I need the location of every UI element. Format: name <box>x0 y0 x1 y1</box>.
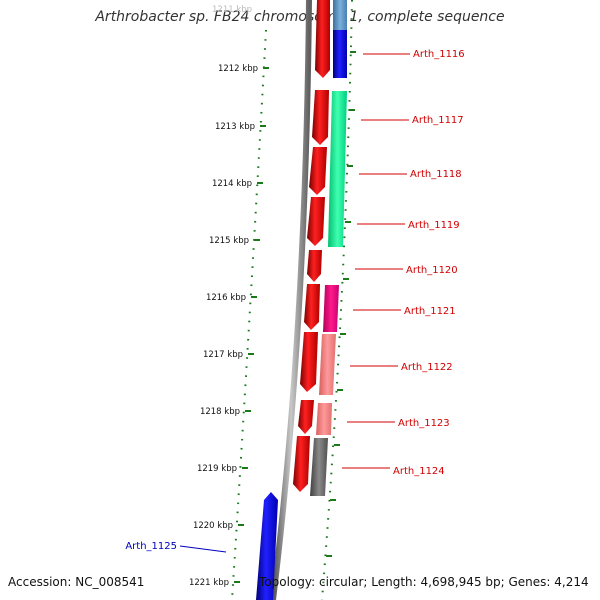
cds-arrow[interactable] <box>312 90 329 145</box>
scale-label: 1213 kbp <box>215 122 255 132</box>
map-title: Arthrobacter sp. FB24 chromosome 1, comp… <box>95 9 505 25</box>
feature-bar[interactable] <box>333 0 347 30</box>
gene-label[interactable]: Arth_1125 <box>125 541 177 552</box>
gene-label[interactable]: Arth_1116 <box>413 49 465 60</box>
feature-bar[interactable] <box>333 30 347 78</box>
scale-label: 1221 kbp <box>189 578 229 588</box>
feature-bar[interactable] <box>319 334 336 395</box>
gene-label[interactable]: Arth_1119 <box>408 220 460 231</box>
gene-label[interactable]: Arth_1118 <box>410 169 462 180</box>
scale-ticks <box>234 67 269 583</box>
cds-arrow-reverse[interactable] <box>256 492 278 600</box>
cds-arrow[interactable] <box>300 332 318 392</box>
scale-track-left <box>231 29 267 600</box>
feature-bar[interactable] <box>323 285 339 332</box>
scale-label: 1215 kbp <box>209 236 249 246</box>
scale-label: 1214 kbp <box>212 179 252 189</box>
gene-label[interactable]: Arth_1117 <box>412 115 464 126</box>
scale-label-faded: 1211 kbp <box>212 5 252 15</box>
feature-bar[interactable] <box>328 91 347 247</box>
feature-bar[interactable] <box>310 438 328 496</box>
scale-label: 1217 kbp <box>203 350 243 360</box>
feature-bar[interactable] <box>316 403 332 435</box>
gene-label[interactable]: Arth_1123 <box>398 418 450 429</box>
scale-label: 1220 kbp <box>193 521 233 531</box>
gene-leader-line <box>179 545 227 553</box>
scale-labels: 1212 kbp 1213 kbp 1214 kbp 1215 kbp 1216 kbp… <box>189 64 258 588</box>
cds-arrow[interactable] <box>309 147 327 195</box>
scale-label: 1216 kbp <box>206 293 246 303</box>
cds-arrow[interactable] <box>307 197 325 246</box>
scale-label: 1218 kbp <box>200 407 240 417</box>
gene-label[interactable]: Arth_1120 <box>406 265 458 276</box>
cds-track <box>293 0 330 492</box>
gene-label[interactable]: Arth_1122 <box>401 362 453 373</box>
genome-backbone <box>270 0 312 600</box>
feature-track <box>310 0 347 496</box>
gene-label[interactable]: Arth_1121 <box>404 306 456 317</box>
gene-label[interactable]: Arth_1124 <box>393 466 445 477</box>
cds-arrow[interactable] <box>315 0 330 78</box>
cds-arrow[interactable] <box>307 250 322 282</box>
cds-arrow[interactable] <box>304 284 320 330</box>
cds-arrow[interactable] <box>293 436 310 492</box>
scale-label: 1219 kbp <box>197 464 237 474</box>
topology-info-text: Topology: circular; Length: 4,698,945 bp… <box>259 575 589 589</box>
gene-labels: Arth_1116 Arth_1117 Arth_1118 Arth_1119 Arth… <box>125 49 465 553</box>
accession-text: Accession: NC_008541 <box>8 575 145 589</box>
scale-label: 1212 kbp <box>218 64 258 74</box>
outer-ring-ticks <box>326 51 356 557</box>
cds-arrow[interactable] <box>298 400 314 434</box>
